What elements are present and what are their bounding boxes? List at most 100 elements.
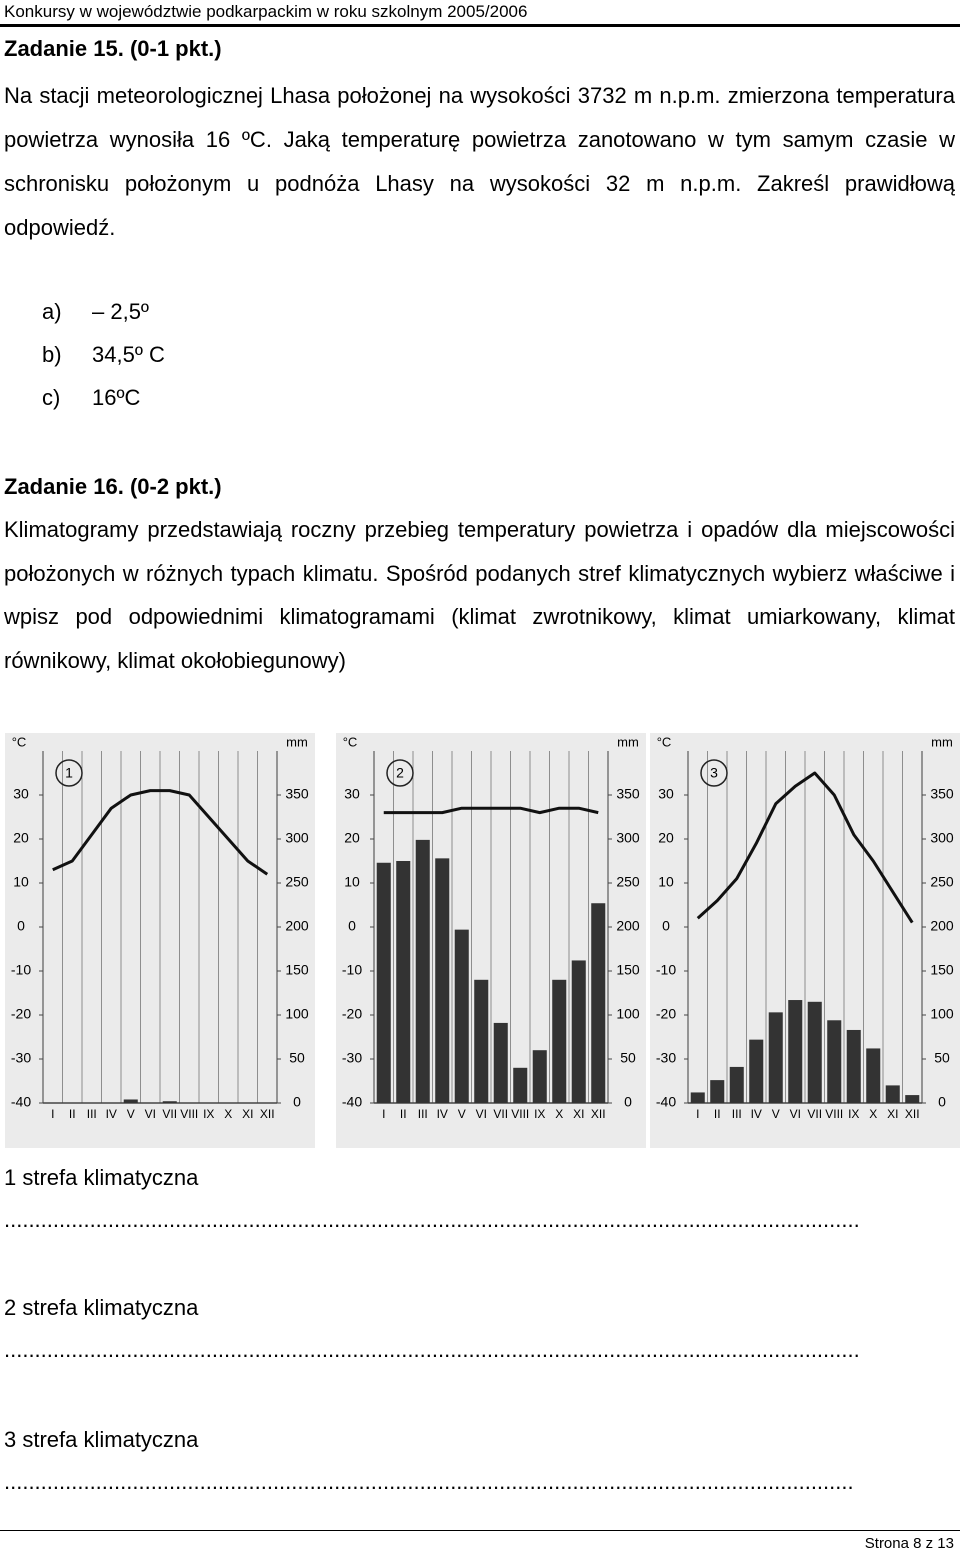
x-tick-label: II (400, 1107, 407, 1121)
y2-tick-label: 100 (285, 1006, 309, 1022)
x-tick-label: IV (751, 1107, 762, 1121)
y-tick-label: 10 (344, 874, 360, 890)
option-text: 34,5º C (92, 342, 165, 367)
precipitation-bar (435, 858, 450, 1103)
precipitation-bar (866, 1048, 881, 1103)
precipitation-bar (846, 1029, 861, 1103)
option: c) 16ºC (42, 385, 140, 411)
chart-number: 3 (710, 765, 718, 781)
chart-number-circle (386, 759, 414, 787)
precipitation-bar (905, 1095, 920, 1103)
y2-axis-label: mm (286, 734, 308, 749)
y2-tick-label: 50 (289, 1050, 305, 1066)
precipitation-bar (396, 861, 411, 1103)
x-tick-label: VII (162, 1107, 177, 1121)
y-tick-label: -20 (11, 1006, 31, 1022)
y-tick-label: -20 (342, 1006, 362, 1022)
precipitation-bar (690, 1092, 705, 1103)
x-tick-label: IV (437, 1107, 448, 1121)
precipitation-bar (123, 1099, 138, 1103)
x-tick-label: VIII (825, 1107, 843, 1121)
y-tick-label: 30 (658, 786, 674, 802)
y2-tick-label: 250 (930, 874, 954, 890)
y-tick-label: 20 (13, 830, 29, 846)
x-tick-label: III (87, 1107, 97, 1121)
x-tick-label: I (51, 1107, 54, 1121)
chart-number: 1 (65, 765, 73, 781)
y-tick-label: 30 (344, 786, 360, 802)
precipitation-bar (493, 1022, 508, 1103)
y2-tick-label: 350 (285, 786, 309, 802)
x-tick-label: V (458, 1107, 466, 1121)
x-tick-label: IX (848, 1107, 859, 1121)
task-text: Klimatogramy przedstawiają roczny przebi… (4, 517, 955, 673)
footer: Strona 8 z 13 (864, 1535, 954, 1552)
y-axis-label: °C (343, 734, 358, 749)
chart-number-circle (700, 759, 728, 787)
y-tick-label: 0 (348, 918, 356, 934)
x-tick-label: XI (573, 1107, 584, 1121)
x-tick-label: XII (260, 1107, 275, 1121)
y-tick-label: 0 (662, 918, 670, 934)
y-tick-label: -40 (11, 1094, 31, 1110)
y-tick-label: 10 (658, 874, 674, 890)
option-letter: c) (42, 385, 61, 410)
y-tick-label: -30 (656, 1050, 676, 1066)
answer-label: 2 strefa klimatyczna (4, 1295, 199, 1320)
precipitation-bar (532, 1050, 547, 1103)
y2-tick-label: 100 (930, 1006, 954, 1022)
y2-tick-label: 300 (285, 830, 309, 846)
climatogram: °C mm-40-30-20-10010203005010015020025030… (5, 733, 315, 1148)
y-tick-label: 20 (344, 830, 360, 846)
x-tick-label: VIII (511, 1107, 529, 1121)
x-tick-label: VII (807, 1107, 822, 1121)
y2-tick-label: 100 (616, 1006, 640, 1022)
y2-tick-label: 250 (616, 874, 640, 890)
x-tick-label: X (224, 1107, 232, 1121)
precipitation-bar (513, 1067, 528, 1103)
task-title: Zadanie 16. (0-2 pkt.) (4, 474, 222, 499)
x-tick-label: XII (591, 1107, 606, 1121)
x-tick-label: VI (145, 1107, 156, 1121)
option: b) 34,5º C (42, 342, 165, 368)
x-tick-label: XII (905, 1107, 920, 1121)
x-tick-label: II (69, 1107, 76, 1121)
y-tick-label: 10 (13, 874, 29, 890)
option: a) – 2,5º (42, 299, 149, 325)
y-tick-label: -40 (342, 1094, 362, 1110)
y2-tick-label: 150 (616, 962, 640, 978)
x-tick-label: X (555, 1107, 563, 1121)
y-tick-label: -30 (342, 1050, 362, 1066)
climatogram: °C mm-40-30-20-10010203005010015020025030… (336, 733, 646, 1148)
x-tick-label: III (418, 1107, 428, 1121)
y2-tick-label: 250 (285, 874, 309, 890)
y2-tick-label: 200 (616, 918, 640, 934)
y-tick-label: -10 (656, 962, 676, 978)
option-text: 16ºC (92, 385, 141, 410)
y-tick-label: -10 (11, 962, 31, 978)
precipitation-bar (591, 903, 606, 1103)
precipitation-bar (415, 839, 430, 1103)
x-tick-label: VI (790, 1107, 801, 1121)
y-tick-label: 30 (13, 786, 29, 802)
precipitation-bar (788, 1000, 803, 1103)
y2-tick-label: 0 (938, 1094, 946, 1110)
task-text: Na stacji meteorologicznej Lhasa położon… (4, 83, 955, 240)
y2-tick-label: 300 (616, 830, 640, 846)
y-axis-label: °C (12, 734, 27, 749)
x-tick-label: II (714, 1107, 721, 1121)
x-tick-label: XI (242, 1107, 253, 1121)
x-tick-label: IV (106, 1107, 117, 1121)
x-tick-label: I (382, 1107, 385, 1121)
x-tick-label: V (127, 1107, 135, 1121)
precipitation-bar (729, 1066, 744, 1103)
footer-rule (0, 1530, 960, 1531)
y2-tick-label: 350 (616, 786, 640, 802)
precipitation-bar (454, 929, 469, 1103)
y2-tick-label: 200 (285, 918, 309, 934)
climatogram: °C mm-40-30-20-10010203005010015020025030… (650, 733, 960, 1148)
y2-tick-label: 350 (930, 786, 954, 802)
y-tick-label: -40 (656, 1094, 676, 1110)
x-tick-label: III (732, 1107, 742, 1121)
